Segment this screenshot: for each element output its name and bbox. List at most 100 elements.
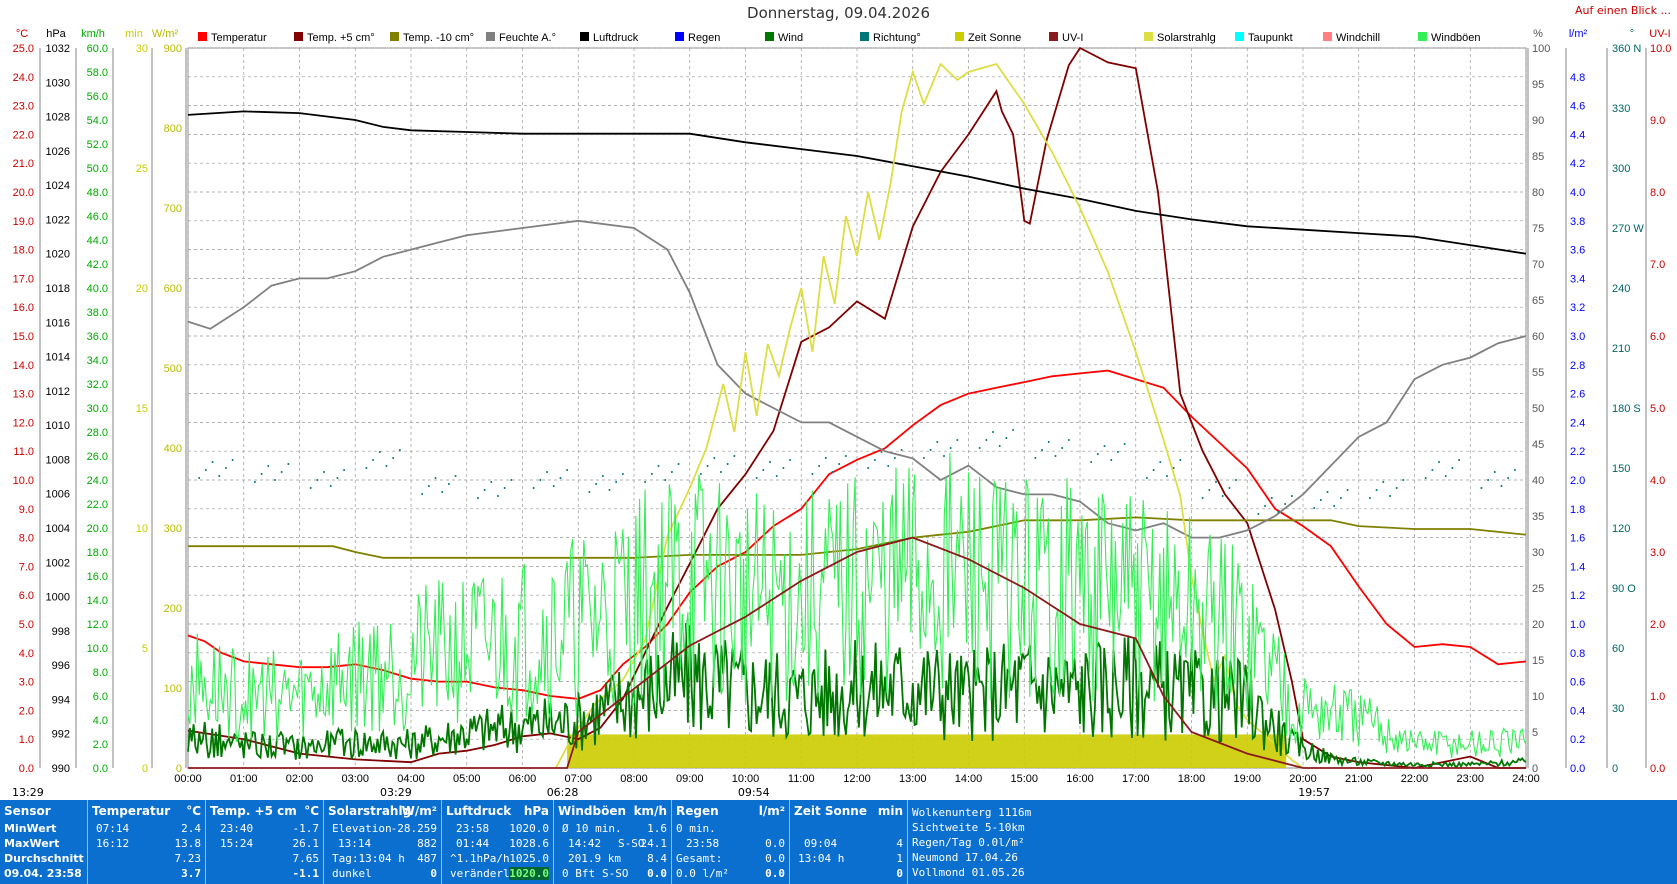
pressure-tick-label: 1030 bbox=[46, 77, 70, 89]
legend-label: Richtung° bbox=[873, 32, 921, 44]
sensor-current-label: 09.04. 23:58 bbox=[4, 867, 82, 880]
legend-label: UV-I bbox=[1062, 32, 1083, 44]
x-tick-label: 11:00 bbox=[788, 773, 815, 785]
direction-dot bbox=[336, 477, 339, 479]
rain-tick-label: 2.0 bbox=[1570, 475, 1585, 487]
pressure-tick-label: 1022 bbox=[46, 214, 70, 226]
legend-swatch bbox=[1323, 32, 1332, 41]
wind-tick-label: 22.0 bbox=[87, 499, 108, 511]
solar-max-time: 13:14 bbox=[338, 837, 372, 850]
solar-state-label: dunkel bbox=[332, 867, 372, 880]
humidity-unit-label: % bbox=[1533, 28, 1543, 40]
direction-dot bbox=[1395, 487, 1398, 489]
rain-tick-label: 1.8 bbox=[1570, 504, 1585, 516]
temperature-tick-label: 4.0 bbox=[19, 648, 34, 660]
direction-dot bbox=[1438, 461, 1441, 463]
temperature-min-time: 07:14 bbox=[96, 822, 130, 835]
pressure-tick-label: 992 bbox=[52, 729, 70, 741]
humidity-tick-label: 70 bbox=[1532, 259, 1544, 271]
uv-tick-label: 3.0 bbox=[1650, 547, 1665, 559]
direction-dot bbox=[427, 485, 430, 487]
pressure-tick-label: 1002 bbox=[46, 557, 70, 569]
humidity-tick-label: 0 bbox=[1532, 763, 1538, 775]
stats-solar-column: Solarstrahlg W/m² Elevation -28.259 13:14 8… bbox=[324, 800, 442, 884]
temperature-tick-label: 17.0 bbox=[13, 273, 34, 285]
x-tick-label: 15:00 bbox=[1010, 773, 1038, 785]
wind-tick-label: 32.0 bbox=[87, 379, 108, 391]
humidity-tick-label: 60 bbox=[1532, 331, 1544, 343]
legend-label: Windböen bbox=[1431, 32, 1481, 44]
direction-dot bbox=[942, 455, 945, 457]
sun-duration-label: 13:04 h bbox=[798, 852, 845, 865]
direction-dot bbox=[329, 485, 332, 487]
x-tick-label: 10:00 bbox=[732, 773, 760, 785]
legend-label: Temperatur bbox=[211, 32, 267, 44]
rain-tick-label: 2.2 bbox=[1570, 446, 1585, 458]
x-tick-label: 00:00 bbox=[174, 773, 202, 785]
direction-dot bbox=[1123, 443, 1126, 445]
direction-dot bbox=[224, 467, 227, 469]
sun-unit: min bbox=[877, 804, 903, 818]
info-rain-day: Regen/Tag 0.0l/m² bbox=[912, 836, 1025, 849]
direction-dot bbox=[608, 489, 611, 491]
wind-tick-label: 36.0 bbox=[87, 331, 108, 343]
wind-tick-label: 54.0 bbox=[87, 115, 108, 127]
wind-tick-label: 48.0 bbox=[87, 187, 108, 199]
direction-dot bbox=[719, 471, 722, 473]
humidity-tick-label: 40 bbox=[1532, 475, 1544, 487]
solar-tick-label: 500 bbox=[164, 363, 182, 375]
direction-dot bbox=[1431, 469, 1434, 471]
temperature-unit: °C bbox=[186, 804, 201, 818]
overview-link[interactable]: Auf einen Blick ... bbox=[1575, 4, 1671, 17]
x-tick-label: 03:00 bbox=[341, 773, 369, 785]
rain-total-value: 0.0 bbox=[765, 852, 785, 865]
stats-pressure-column: Luftdruck hPa 23:58 1020.0 01:44 1028.6 ^1.… bbox=[442, 800, 554, 884]
legend-label: Wind bbox=[778, 32, 803, 44]
gusts-max-value: 24.1 bbox=[640, 837, 668, 850]
direction-dot bbox=[867, 467, 870, 469]
direction-dot bbox=[1228, 487, 1231, 489]
rain-tick-label: 3.4 bbox=[1570, 273, 1585, 285]
rain-time: 23:58 bbox=[686, 837, 720, 850]
direction-dot bbox=[900, 449, 903, 451]
rain-tick-label: 4.8 bbox=[1570, 72, 1585, 84]
pressure-tick-label: 1026 bbox=[46, 146, 70, 158]
temperature-tick-label: 6.0 bbox=[19, 590, 34, 602]
direction-tick-label: 210 bbox=[1612, 343, 1630, 355]
direction-dot bbox=[1451, 467, 1454, 469]
direction-dot bbox=[1116, 451, 1119, 453]
chart-title: Donnerstag, 09.04.2026 bbox=[747, 4, 930, 22]
direction-tick-label: 240 bbox=[1612, 283, 1630, 295]
gusts-avg10-label: Ø 10 min. bbox=[562, 822, 622, 835]
direction-dot bbox=[782, 467, 785, 469]
direction-dot bbox=[992, 431, 995, 433]
humidity-tick-label: 65 bbox=[1532, 295, 1544, 307]
direction-dot bbox=[1500, 485, 1503, 487]
temp5-max-value: 26.1 bbox=[292, 837, 320, 850]
rain-tick-label: 4.0 bbox=[1570, 187, 1585, 199]
x-tick-label: 14:00 bbox=[955, 773, 983, 785]
direction-dot bbox=[1257, 513, 1260, 515]
direction-dot bbox=[287, 463, 290, 465]
wind-tick-label: 50.0 bbox=[87, 163, 108, 175]
direction-tick-label: 120 bbox=[1612, 523, 1630, 535]
info-full-moon: Vollmond 01.05.26 bbox=[912, 866, 1025, 879]
humidity-tick-label: 45 bbox=[1532, 439, 1544, 451]
sun_minutes-unit-label: min bbox=[125, 28, 143, 40]
direction-dot bbox=[1152, 469, 1155, 471]
temp5-header: Temp. +5 cm bbox=[210, 804, 297, 818]
humidity-tick-label: 10 bbox=[1532, 691, 1544, 703]
series-line bbox=[187, 110, 1527, 255]
direction-dot bbox=[1061, 447, 1064, 449]
pressure-tick-label: 994 bbox=[52, 694, 70, 706]
rain-tick-label: 0.2 bbox=[1570, 734, 1585, 746]
direction-dot bbox=[775, 475, 778, 477]
rain-current-value: 0.0 bbox=[765, 867, 785, 880]
direction-dot bbox=[824, 457, 827, 459]
direction-dot bbox=[1264, 505, 1267, 507]
humidity-tick-label: 30 bbox=[1532, 547, 1544, 559]
direction-dot bbox=[601, 475, 604, 477]
direction-dot bbox=[323, 471, 326, 473]
direction-dot bbox=[1513, 469, 1516, 471]
uv-unit-label: UV-I bbox=[1649, 28, 1670, 40]
